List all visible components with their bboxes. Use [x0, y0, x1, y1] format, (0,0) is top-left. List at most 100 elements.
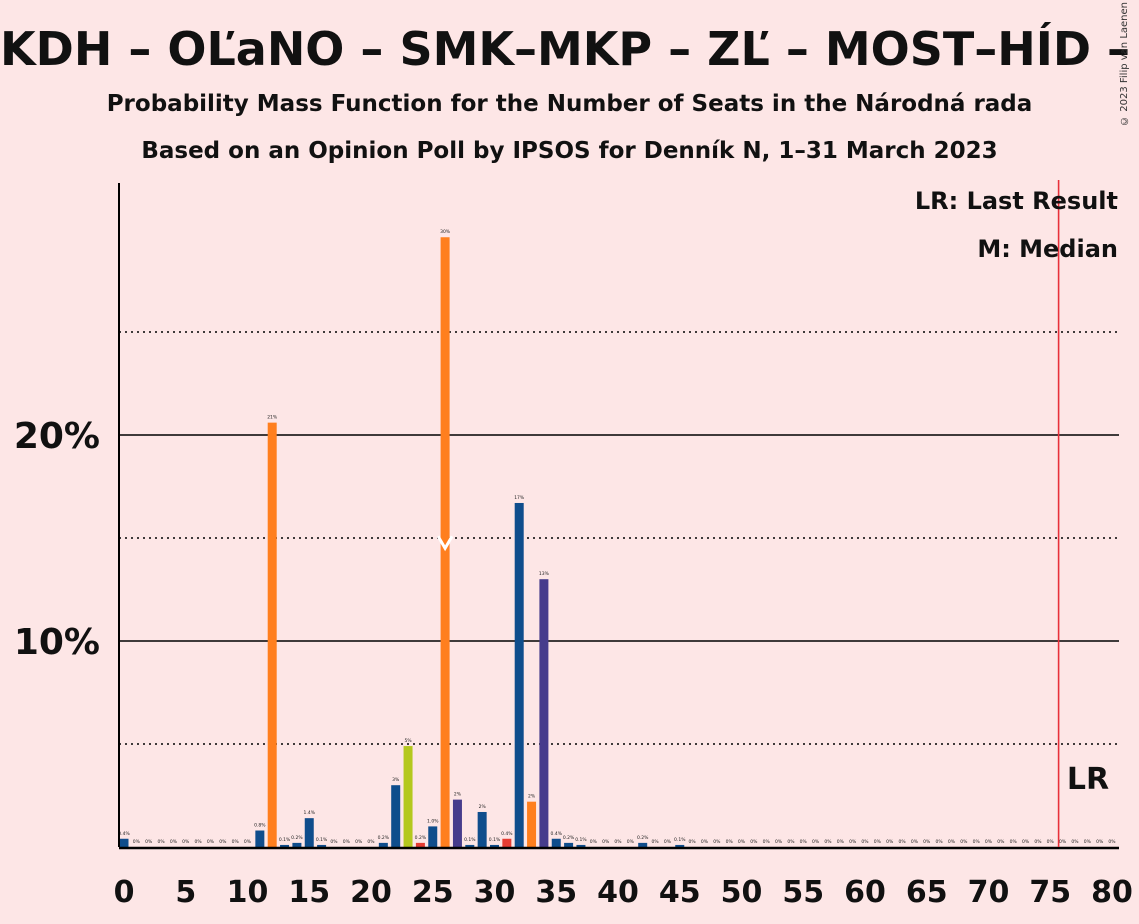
x-tick-label: 75	[1029, 875, 1071, 910]
bar-value-label: 0%	[936, 839, 944, 845]
bar-value-label: 0%	[886, 839, 894, 845]
bar-value-label: 0%	[985, 839, 993, 845]
bar-value-label: 1.0%	[427, 818, 439, 824]
x-tick-label: 40	[597, 875, 639, 910]
seat-bar	[119, 838, 129, 847]
y-tick-label: 10%	[14, 622, 100, 663]
bar-value-label: 0.4%	[501, 831, 513, 837]
bar-value-label: 0%	[343, 839, 351, 845]
x-tick-label: 55	[782, 875, 824, 910]
bar-value-label: 0%	[1059, 839, 1067, 845]
seat-bar	[539, 579, 549, 847]
bar-value-label: 0.4%	[118, 831, 130, 837]
bar-value-label: 0%	[1034, 839, 1042, 845]
y-axis-ticks: 10% 20%	[14, 416, 100, 663]
bar-value-label: 2%	[528, 794, 536, 800]
x-tick-label: 80	[1091, 875, 1133, 910]
bar-value-label: 0.8%	[254, 823, 266, 829]
seat-bar	[415, 842, 425, 847]
bar-value-label: 0.1%	[279, 837, 291, 843]
bar-value-label: 0.2%	[563, 835, 575, 841]
bar-value-label: 0%	[170, 839, 178, 845]
x-tick-label: 45	[659, 875, 701, 910]
seat-bar	[292, 842, 302, 847]
bar-value-label: 0%	[812, 839, 820, 845]
bar-value-label: 0%	[763, 839, 771, 845]
bar-value-label: 0%	[182, 839, 190, 845]
seat-bar	[490, 844, 499, 847]
bar-value-label: 0%	[244, 839, 252, 845]
bar-value-label: 21%	[267, 415, 278, 421]
seat-bar	[304, 818, 314, 847]
y-tick-label: 20%	[14, 416, 100, 457]
bar-value-label: 0%	[824, 839, 832, 845]
bar-value-label: 0%	[997, 839, 1005, 845]
x-tick-label: 30	[474, 875, 516, 910]
bar-value-label: 0%	[145, 839, 153, 845]
seat-bar	[514, 502, 524, 847]
x-tick-label: 25	[412, 875, 454, 910]
bar-value-label: 0%	[355, 839, 363, 845]
bar-value-label: 0%	[1108, 839, 1116, 845]
gridlines	[119, 331, 1119, 745]
bar-value-label: 0.2%	[291, 835, 303, 841]
bar-value-label: 0%	[775, 839, 783, 845]
bar-value-label: 0.1%	[575, 837, 587, 843]
bar-value-label: 0%	[602, 839, 610, 845]
seat-bar	[477, 811, 487, 847]
bar-value-label: 0%	[689, 839, 697, 845]
bar-value-label: 13%	[539, 571, 550, 577]
bar-value-label: 0%	[750, 839, 758, 845]
x-tick-label: 50	[721, 875, 763, 910]
x-tick-label: 5	[175, 875, 196, 910]
bar-value-label: 0%	[590, 839, 598, 845]
bar-value-label: 0%	[627, 839, 635, 845]
bar-value-label: 0%	[973, 839, 981, 845]
bar-value-label: 0%	[701, 839, 709, 845]
bar-value-label: 0.4%	[551, 831, 563, 837]
bar-value-label: 0.2%	[378, 835, 390, 841]
bar-value-label: 0.1%	[489, 837, 501, 843]
bar-value-label: 5%	[404, 738, 412, 744]
bar-value-labels: 0.4%0% 0% 0% 0% 0% 0% 0% 0% 0% 0%0.8%21%0.1% 0.2%1…	[118, 229, 1116, 845]
bar-value-label: 0%	[738, 839, 746, 845]
bar-value-label: 0%	[207, 839, 215, 845]
seat-bar	[280, 844, 290, 847]
seat-bar	[255, 830, 265, 847]
x-tick-label: 20	[350, 875, 392, 910]
chart-subtitle: Probability Mass Function for the Number…	[106, 91, 1033, 117]
seat-bar	[564, 842, 574, 847]
bar-value-label: 0%	[330, 839, 338, 845]
bar-value-label: 0%	[1096, 839, 1104, 845]
bar-value-label: 0%	[1047, 839, 1055, 845]
legend-median: M: Median	[977, 235, 1118, 263]
bar-value-label: 0.2%	[637, 835, 649, 841]
bar-value-label: 0%	[195, 839, 203, 845]
bar-value-label: 0.2%	[415, 835, 427, 841]
x-tick-label: 60	[844, 875, 886, 910]
bar-value-label: 2%	[454, 792, 462, 798]
bar-value-label: 0.1%	[674, 837, 686, 843]
bar-value-label: 0%	[800, 839, 808, 845]
bar-value-label: 0%	[651, 839, 659, 845]
seat-bar	[638, 842, 648, 847]
bar-value-label: 0%	[837, 839, 845, 845]
last-result-marker-label: LR	[1067, 762, 1109, 797]
seat-bar	[502, 838, 512, 847]
bar-value-label: 0%	[664, 839, 672, 845]
bar-value-label: 0%	[1071, 839, 1079, 845]
x-axis-ticks: 0 5 10 15 20 25 30 35 40 45 50 55 60 65 70 75 80	[114, 875, 1133, 910]
bar-value-label: 1.4%	[304, 810, 316, 816]
bar-value-label: 0%	[232, 839, 240, 845]
seat-bar	[551, 838, 561, 847]
seat-bar	[378, 842, 388, 847]
chart-title: KDH – OĽaNO – SMK–MKP – ZĽ – MOST–HÍD – …	[0, 22, 1139, 76]
seat-bar	[452, 799, 462, 847]
median-marker	[436, 535, 454, 552]
x-tick-label: 0	[114, 875, 135, 910]
bar-value-label: 0%	[923, 839, 931, 845]
x-tick-label: 35	[535, 875, 577, 910]
bar-value-label: 0%	[948, 839, 956, 845]
bar-value-label: 0%	[898, 839, 906, 845]
